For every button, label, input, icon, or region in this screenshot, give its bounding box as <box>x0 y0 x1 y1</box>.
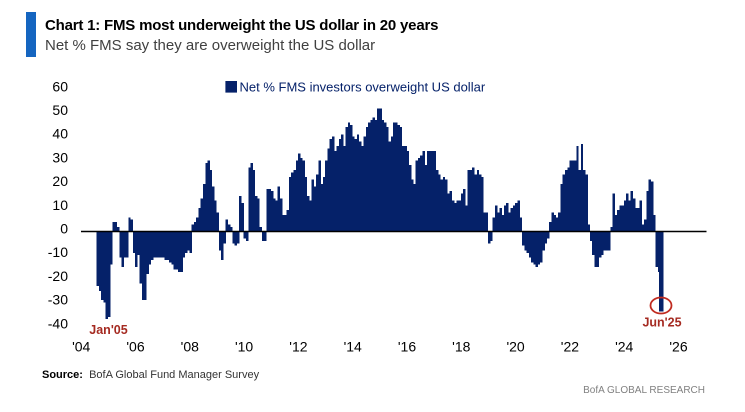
svg-text:'08: '08 <box>181 339 199 355</box>
svg-text:40: 40 <box>52 126 68 142</box>
svg-text:'14: '14 <box>344 339 362 355</box>
svg-text:-20: -20 <box>48 268 68 284</box>
svg-text:-30: -30 <box>48 292 68 308</box>
svg-text:50: 50 <box>52 102 68 118</box>
svg-text:10: 10 <box>52 197 68 213</box>
svg-text:'26: '26 <box>669 339 687 355</box>
svg-text:'18: '18 <box>452 339 470 355</box>
svg-text:'24: '24 <box>615 339 633 355</box>
svg-text:'06: '06 <box>126 339 144 355</box>
svg-text:Jan'05: Jan'05 <box>89 323 127 337</box>
svg-text:'12: '12 <box>289 339 307 355</box>
svg-text:'22: '22 <box>561 339 579 355</box>
svg-text:Jun'25: Jun'25 <box>642 316 681 330</box>
svg-text:'10: '10 <box>235 339 253 355</box>
svg-text:-10: -10 <box>48 244 68 260</box>
svg-text:'04: '04 <box>72 339 90 355</box>
svg-text:-40: -40 <box>48 315 68 331</box>
svg-text:30: 30 <box>52 149 68 165</box>
svg-text:0: 0 <box>60 221 68 237</box>
svg-text:Net % FMS investors overweight: Net % FMS investors overweight US dollar <box>240 79 486 94</box>
svg-text:60: 60 <box>52 78 68 94</box>
svg-text:20: 20 <box>52 173 68 189</box>
svg-text:'20: '20 <box>506 339 524 355</box>
svg-text:'16: '16 <box>398 339 416 355</box>
